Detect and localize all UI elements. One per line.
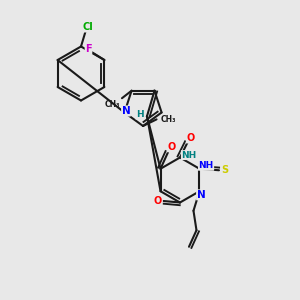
Text: S: S <box>221 165 228 175</box>
Text: CH₃: CH₃ <box>160 115 176 124</box>
Text: H: H <box>136 110 143 119</box>
Text: O: O <box>167 142 176 152</box>
Text: N: N <box>122 106 130 116</box>
Text: F: F <box>85 44 92 54</box>
Text: N: N <box>196 190 206 200</box>
Text: Cl: Cl <box>82 22 93 32</box>
Text: NH: NH <box>182 151 196 160</box>
Text: O: O <box>186 133 195 143</box>
Text: CH₃: CH₃ <box>105 100 121 109</box>
Text: O: O <box>154 196 162 206</box>
Text: NH: NH <box>199 161 214 170</box>
